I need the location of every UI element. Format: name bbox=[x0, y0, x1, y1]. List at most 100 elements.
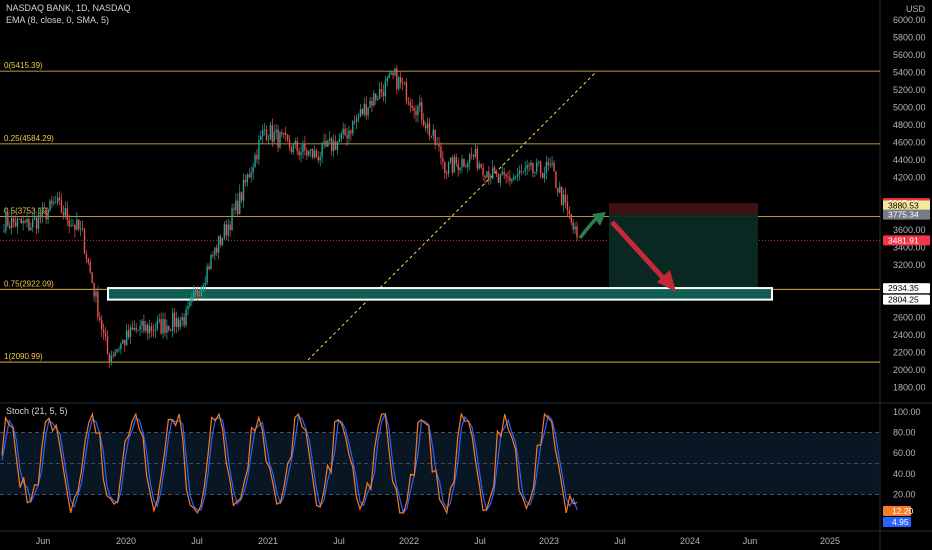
candle[interactable] bbox=[528, 165, 530, 167]
candle[interactable] bbox=[16, 218, 19, 227]
candle[interactable] bbox=[361, 109, 364, 115]
candle[interactable] bbox=[570, 214, 572, 223]
candle[interactable] bbox=[574, 226, 576, 230]
candle[interactable] bbox=[7, 213, 9, 226]
candle[interactable] bbox=[102, 329, 105, 333]
candle[interactable] bbox=[85, 253, 88, 259]
candle[interactable] bbox=[39, 214, 42, 218]
candle[interactable] bbox=[254, 154, 256, 168]
candle[interactable] bbox=[32, 219, 34, 228]
candle[interactable] bbox=[43, 207, 45, 208]
candle[interactable] bbox=[273, 132, 275, 142]
candle[interactable] bbox=[294, 141, 296, 144]
candle[interactable] bbox=[308, 150, 310, 156]
candle[interactable] bbox=[110, 355, 113, 363]
candle[interactable] bbox=[490, 178, 492, 180]
candle[interactable] bbox=[118, 349, 120, 351]
candle[interactable] bbox=[359, 109, 362, 117]
candle[interactable] bbox=[152, 330, 155, 332]
candle[interactable] bbox=[137, 329, 139, 331]
candle[interactable] bbox=[260, 135, 262, 141]
candle[interactable] bbox=[47, 210, 49, 220]
candle[interactable] bbox=[390, 72, 392, 75]
candle[interactable] bbox=[392, 72, 394, 76]
candle[interactable] bbox=[363, 104, 365, 115]
candle[interactable] bbox=[288, 139, 291, 148]
candle[interactable] bbox=[277, 129, 279, 148]
candle[interactable] bbox=[367, 107, 369, 116]
candle[interactable] bbox=[129, 327, 132, 338]
candle[interactable] bbox=[304, 143, 306, 151]
candle[interactable] bbox=[422, 120, 425, 126]
candle[interactable] bbox=[219, 236, 222, 245]
candle[interactable] bbox=[87, 258, 90, 263]
candle[interactable] bbox=[212, 254, 214, 256]
candle[interactable] bbox=[200, 286, 203, 296]
candle[interactable] bbox=[576, 226, 578, 238]
candle[interactable] bbox=[124, 339, 126, 346]
candle[interactable] bbox=[242, 180, 245, 201]
candle[interactable] bbox=[208, 266, 210, 270]
candle[interactable] bbox=[114, 352, 116, 356]
price-tag[interactable] bbox=[883, 235, 930, 246]
candle[interactable] bbox=[83, 229, 86, 254]
candle[interactable] bbox=[112, 355, 114, 357]
candle[interactable] bbox=[378, 88, 381, 100]
candle[interactable] bbox=[486, 171, 488, 178]
candle[interactable] bbox=[306, 150, 308, 156]
candle[interactable] bbox=[380, 88, 383, 92]
candle[interactable] bbox=[244, 180, 247, 183]
candle[interactable] bbox=[482, 167, 484, 176]
stoch-title[interactable]: Stoch (21, 5, 5) bbox=[6, 406, 68, 416]
candle[interactable] bbox=[551, 163, 553, 165]
candle[interactable] bbox=[484, 175, 486, 178]
candle[interactable] bbox=[357, 116, 360, 119]
candle[interactable] bbox=[413, 107, 415, 111]
candle[interactable] bbox=[442, 157, 444, 162]
candle[interactable] bbox=[327, 140, 329, 147]
candle[interactable] bbox=[202, 285, 205, 287]
candle[interactable] bbox=[365, 104, 367, 116]
candle[interactable] bbox=[495, 172, 498, 175]
candle[interactable] bbox=[432, 129, 434, 136]
candle[interactable] bbox=[162, 319, 164, 334]
candle[interactable] bbox=[9, 225, 11, 228]
candle[interactable] bbox=[229, 224, 231, 230]
candle[interactable] bbox=[171, 312, 174, 331]
candle[interactable] bbox=[568, 210, 571, 215]
candle[interactable] bbox=[331, 138, 333, 152]
candle[interactable] bbox=[204, 282, 206, 286]
candle[interactable] bbox=[520, 170, 523, 172]
candle[interactable] bbox=[108, 353, 111, 363]
candle[interactable] bbox=[120, 343, 122, 350]
candle[interactable] bbox=[145, 324, 147, 331]
candle[interactable] bbox=[344, 128, 346, 136]
candle[interactable] bbox=[553, 163, 555, 172]
candle[interactable] bbox=[321, 142, 323, 157]
candle[interactable] bbox=[340, 133, 342, 140]
candle[interactable] bbox=[175, 318, 178, 327]
candle[interactable] bbox=[514, 176, 517, 178]
candle[interactable] bbox=[476, 148, 479, 169]
candle[interactable] bbox=[265, 129, 268, 140]
candle[interactable] bbox=[547, 162, 549, 166]
candle[interactable] bbox=[493, 167, 496, 173]
candle[interactable] bbox=[41, 207, 44, 218]
candle[interactable] bbox=[173, 312, 176, 327]
candle[interactable] bbox=[334, 141, 337, 150]
candle[interactable] bbox=[317, 157, 319, 161]
candle[interactable] bbox=[455, 156, 457, 164]
candle[interactable] bbox=[399, 77, 402, 84]
candle[interactable] bbox=[524, 168, 526, 172]
candle[interactable] bbox=[68, 220, 70, 226]
candle[interactable] bbox=[562, 194, 565, 206]
candle[interactable] bbox=[33, 217, 36, 220]
candle[interactable] bbox=[150, 326, 153, 331]
candle[interactable] bbox=[522, 171, 525, 172]
candle[interactable] bbox=[225, 224, 228, 236]
candle[interactable] bbox=[376, 99, 379, 100]
candle[interactable] bbox=[436, 144, 438, 146]
candle[interactable] bbox=[122, 339, 124, 344]
candle[interactable] bbox=[319, 156, 321, 161]
